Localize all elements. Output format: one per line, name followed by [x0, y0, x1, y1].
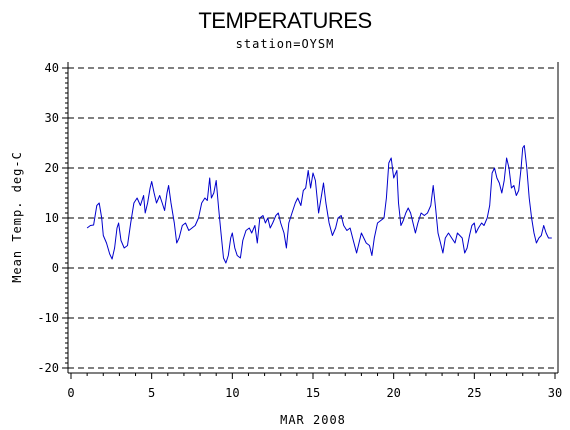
y-tick-label: -10 [37, 311, 59, 325]
y-axis-label: Mean Temp. deg-C [10, 151, 24, 283]
y-tick-label: 20 [45, 161, 59, 175]
y-tick-label: 0 [52, 261, 59, 275]
x-tick-label: 5 [148, 386, 155, 400]
x-tick-label: 15 [306, 386, 320, 400]
y-tick-label: -20 [37, 361, 59, 375]
y-axis-ticks: -20 -10 0 10 20 30 40 [37, 61, 68, 375]
x-tick-label: 30 [548, 386, 562, 400]
series-line [86, 145, 552, 264]
chart-subtitle: station=OYSM [236, 37, 335, 51]
y-tick-label: 40 [45, 61, 59, 75]
y-tick-label: 10 [45, 211, 59, 225]
data-series [86, 145, 552, 264]
x-tick-label: 25 [467, 386, 481, 400]
x-tick-label: 20 [386, 386, 400, 400]
x-tick-label: 0 [67, 386, 74, 400]
x-axis-ticks: 0 5 10 15 20 25 30 [67, 373, 562, 400]
chart-title: TEMPERATURES [198, 8, 371, 33]
y-tick-label: 30 [45, 111, 59, 125]
x-tick-label: 10 [225, 386, 239, 400]
x-axis-label: MAR 2008 [280, 413, 346, 427]
grid-lines [68, 67, 558, 369]
